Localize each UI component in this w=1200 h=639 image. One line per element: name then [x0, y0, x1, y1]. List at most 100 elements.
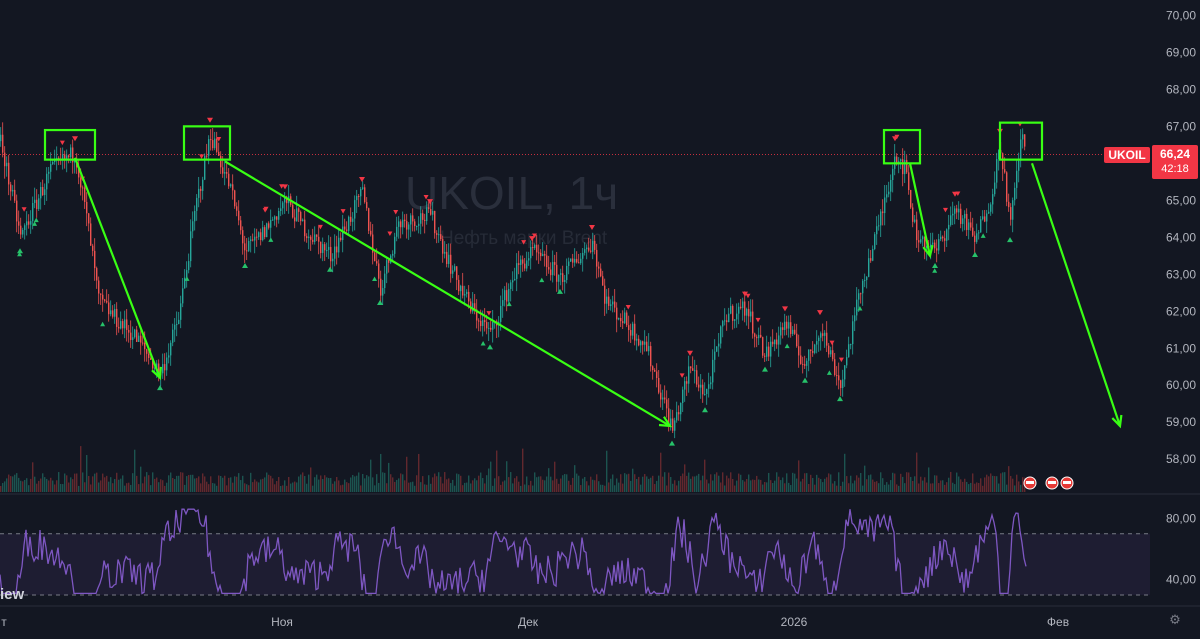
volume-bar	[638, 476, 640, 492]
candle-body	[880, 211, 882, 226]
candle-body	[540, 252, 542, 257]
price-tick-label: 62,00	[1166, 304, 1196, 318]
candle-body	[666, 399, 668, 409]
candle-body	[128, 329, 130, 333]
candle-body	[866, 276, 868, 281]
candle-body	[418, 223, 420, 227]
candle-body	[482, 320, 484, 327]
candle-body	[260, 232, 262, 241]
candle-body	[630, 330, 632, 336]
volume-bar	[374, 485, 376, 492]
volume-bar	[626, 474, 628, 492]
volume-bar	[864, 465, 866, 492]
volume-bar	[340, 485, 342, 492]
volume-bar	[882, 478, 884, 492]
fractal-up-marker	[317, 224, 323, 230]
candle-body	[400, 221, 402, 228]
candle-body	[964, 213, 966, 219]
candle-body	[654, 370, 656, 372]
volume-bar	[992, 475, 994, 492]
candle-body	[440, 234, 442, 240]
candle-body	[838, 375, 840, 381]
candle-body	[126, 319, 128, 330]
volume-bar	[236, 476, 238, 492]
candle-body	[170, 342, 172, 356]
volume-bar	[588, 485, 590, 492]
volume-bar	[402, 474, 404, 492]
candle-body	[808, 349, 810, 361]
candle-body	[78, 167, 80, 178]
candle-body	[124, 319, 126, 329]
volume-bar	[338, 480, 340, 492]
candle-body	[994, 182, 996, 195]
candle-body	[12, 189, 14, 192]
volume-bar	[576, 473, 578, 492]
volume-bar	[926, 482, 928, 492]
candle-body	[184, 277, 186, 289]
candle-body	[140, 335, 142, 343]
volume-bar	[936, 475, 938, 492]
volume-bar	[942, 480, 944, 492]
volume-bar	[510, 472, 512, 492]
volume-bar	[710, 474, 712, 492]
volume-bar	[496, 450, 498, 492]
volume-bar	[204, 476, 206, 492]
volume-bar	[228, 477, 230, 492]
candle-body	[746, 309, 748, 316]
volume-bar	[366, 475, 368, 492]
fractal-up-marker	[529, 236, 535, 242]
candle-body	[664, 397, 666, 400]
volume-bar	[724, 485, 726, 492]
volume-bar	[830, 474, 832, 492]
volume-bar	[602, 484, 604, 492]
volume-bar	[990, 473, 992, 492]
volume-bar	[58, 472, 60, 492]
candle-body	[370, 230, 372, 235]
volume-bar	[474, 478, 476, 492]
candle-body	[154, 367, 156, 369]
candle-body	[8, 162, 10, 185]
volume-bar	[258, 482, 260, 492]
candle-body	[1020, 139, 1022, 161]
candle-body	[796, 333, 798, 347]
candle-body	[70, 147, 72, 158]
candle-body	[30, 221, 32, 225]
volume-bar	[188, 474, 190, 492]
candle-body	[324, 244, 326, 251]
fractal-up-marker	[942, 207, 948, 213]
volume-bar	[528, 485, 530, 492]
volume-bar	[696, 475, 698, 492]
volume-bar	[768, 472, 770, 492]
volume-bar	[434, 473, 436, 492]
volume-bar	[946, 482, 948, 492]
candle-body	[806, 360, 808, 366]
volume-bar	[172, 477, 174, 492]
candle-body	[954, 208, 956, 214]
volume-bar	[676, 485, 678, 492]
candle-body	[600, 268, 602, 277]
fractal-up-marker	[838, 357, 844, 363]
candle-body	[270, 219, 272, 228]
candle-body	[744, 301, 746, 316]
candle-body	[42, 187, 44, 196]
candle-body	[858, 293, 860, 300]
candle-body	[516, 263, 518, 279]
volume-bar	[730, 472, 732, 492]
gear-icon[interactable]: ⚙	[1169, 613, 1181, 628]
volume-bar	[134, 449, 136, 492]
volume-bar	[546, 476, 548, 492]
volume-bar	[1022, 477, 1024, 492]
candle-body	[906, 160, 908, 173]
candle-body	[294, 217, 296, 222]
candle-body	[462, 285, 464, 296]
volume-bar	[502, 481, 504, 492]
volume-bar	[420, 482, 422, 492]
volume-bar	[344, 479, 346, 492]
candle-body	[282, 202, 284, 209]
volume-bar	[28, 485, 30, 492]
candle-body	[822, 333, 824, 336]
price-tick-label: 60,00	[1166, 378, 1196, 392]
candle-body	[1022, 134, 1024, 140]
volume-bar	[574, 465, 576, 492]
